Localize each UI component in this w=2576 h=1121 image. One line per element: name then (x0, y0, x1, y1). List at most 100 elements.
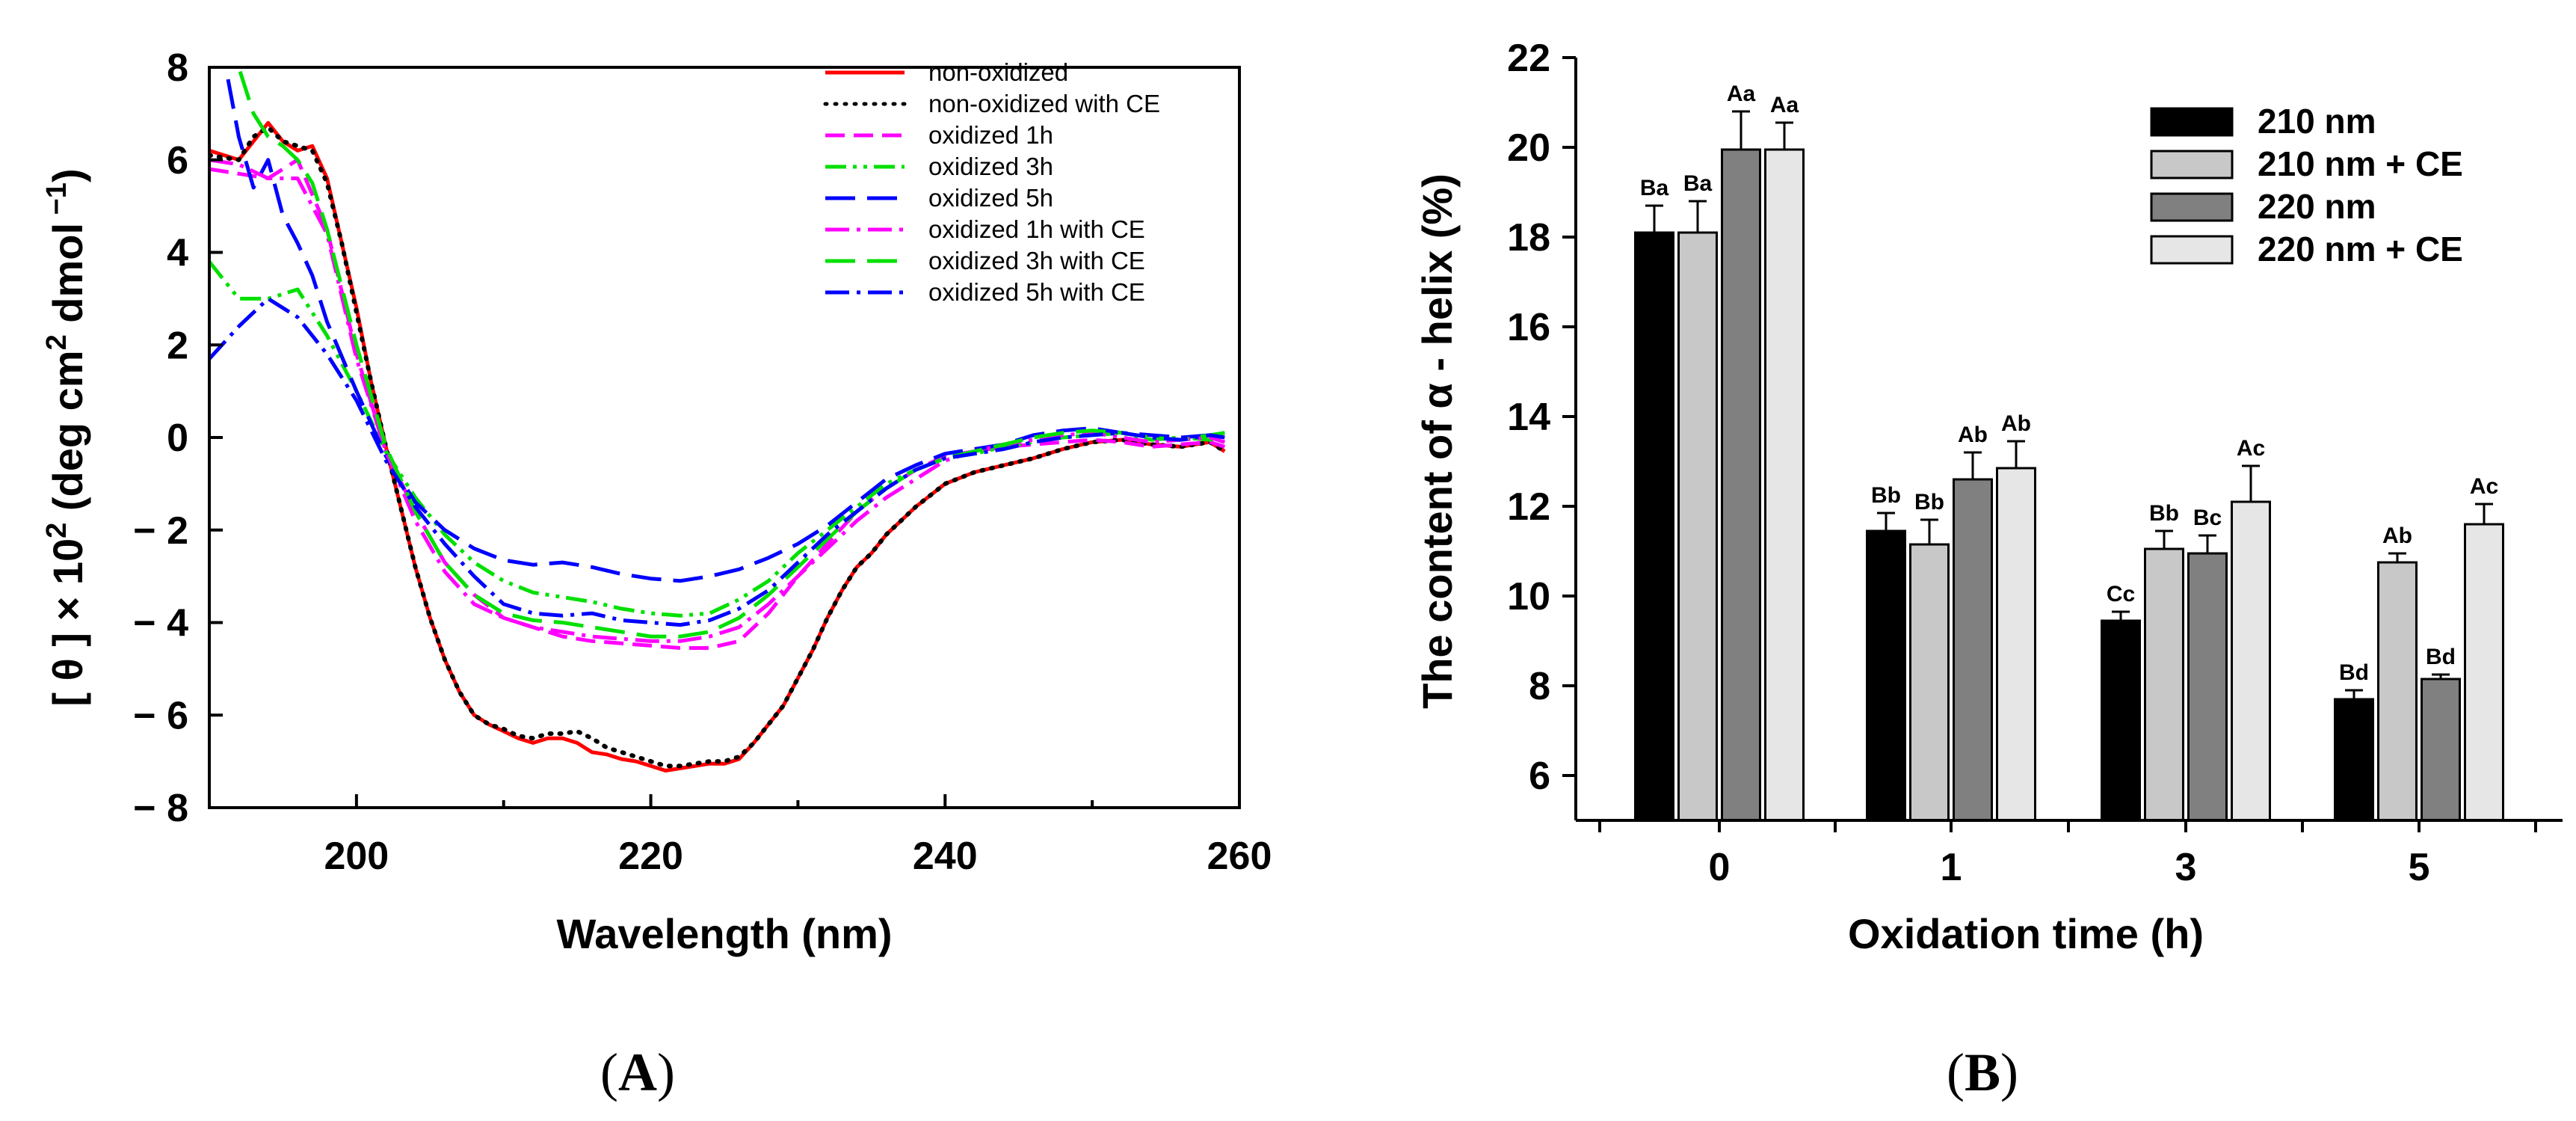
panel-a-series-line-2 (209, 125, 1227, 769)
panel-a-x-ticks: 200 220 240 260 (324, 794, 1272, 878)
panel-a-legend-label-4: oxidized 3h (928, 153, 1053, 180)
panel-a-cd-spectra: 200 220 240 260 8 6 4 2 0 − 2 − 4 − 6 − 8 Wavelengt… (41, 46, 1272, 957)
y-title-part-3: dmol (44, 223, 91, 334)
panel-b-x-tick-label-1: 1 (1941, 846, 1962, 889)
panel-b-bar-letter-label: Ab (1958, 423, 1988, 447)
panel-b-y-tick-label: 8 (1529, 665, 1550, 708)
panel-b-bar-0h-3 (1721, 148, 1761, 822)
panel-a-legend-label-5: oxidized 5h (928, 184, 1053, 212)
panel-b-bar-0h-2 (1677, 231, 1718, 822)
panel-b-bar-letter-label: Bb (2149, 501, 2179, 526)
panel-a-x-tick-label-240: 240 (913, 835, 978, 878)
panel-b-bar-1h-1 (1866, 529, 1906, 822)
panel-b-bar-letter-label: Bb (1871, 483, 1901, 508)
panel-a-legend-label-3: oxidized 1h (928, 121, 1053, 149)
panel-a-series-group (209, 67, 1227, 773)
panel-a-y-tick-label: − 6 (133, 694, 188, 737)
panel-b-bar-3h-1 (2101, 619, 2141, 822)
panel-b-x-tick-label-3: 3 (2175, 846, 2197, 889)
panel-b-legend-label-4: 220 nm + CE (2258, 230, 2463, 268)
panel-b-bar-3h-3 (2187, 552, 2228, 822)
panel-a-y-tick-label: 6 (167, 139, 188, 182)
panel-a-series-line-8 (209, 296, 1225, 627)
panel-b-bar-5h-4 (2464, 523, 2504, 822)
panel-b-x-ticks: 0 1 3 5 (1598, 820, 2537, 889)
panel-b-x-axis-title: Oxidation time (h) (1848, 910, 2204, 957)
panel-a-y-tick-label: 8 (167, 46, 188, 90)
panel-a-legend-label-6: oxidized 1h with CE (928, 215, 1145, 243)
panel-b-legend-swatch-1 (2150, 107, 2234, 137)
panel-a-y-tick-label: 4 (167, 232, 188, 275)
panel-b-bar-0h-4 (1764, 148, 1805, 822)
panel-b-legend-label-3: 220 nm (2258, 187, 2376, 226)
panel-b-bar-letter-label: Bb (1914, 490, 1944, 515)
y-title-part-1: [ θ ] × 10 (44, 538, 91, 707)
panel-a-y-tick-label: − 4 (133, 602, 188, 645)
panel-b-y-tick-label: 10 (1507, 575, 1550, 618)
panel-b-bar-3h-2 (2144, 547, 2184, 822)
panel-label-b-letter: B (1965, 1042, 2000, 1102)
panel-b-y-axis-title: The content of α - helix (%) (1414, 173, 1461, 709)
panel-a-y-tick-label: − 8 (133, 787, 188, 830)
panel-a-y-tick-label: 2 (167, 324, 188, 367)
panel-a-y-tick-label: 0 (167, 417, 188, 460)
panel-b-bar-letter-label: Aa (1770, 93, 1799, 117)
panel-b-y-tick-label: 14 (1507, 396, 1550, 439)
panel-b-bar-5h-1 (2334, 698, 2374, 822)
panel-b-legend-label-2: 210 nm + CE (2258, 144, 2463, 183)
panel-a-legend-label-2: non-oxidized with CE (928, 90, 1160, 117)
panel-b-y-tick-label: 22 (1507, 37, 1550, 80)
panel-a-x-tick-label-260: 260 (1207, 835, 1272, 878)
panel-b-bar-0h-1 (1634, 231, 1674, 822)
panel-a-x-tick-label-200: 200 (324, 835, 389, 878)
panel-b-bar-letter-label: Ba (1683, 171, 1713, 196)
panel-b-y-tick-label: 20 (1507, 126, 1550, 170)
panel-a-legend-label-1: non-oxidized (928, 58, 1068, 86)
y-title-sup-1: 2 (41, 523, 73, 538)
panel-b-bars-group: Ba Ba Aa Aa Bb Bb Ab Ab Cc Bb Bc Ac Bd Ab Bd Ac (1634, 82, 2504, 822)
y-title-sup-3: −1 (41, 182, 73, 223)
panel-b-bar-5h-2 (2377, 561, 2418, 822)
panel-b-bar-5h-3 (2421, 678, 2461, 822)
panel-b-y-tick-label: 16 (1507, 306, 1550, 349)
panel-a-x-tick-label-220: 220 (618, 835, 683, 878)
y-title-part-2: (deg cm (44, 350, 91, 522)
panel-b-y-tick-label: 12 (1507, 485, 1550, 529)
panel-b-bar-3h-4 (2231, 500, 2271, 822)
panel-label-a: (A) (600, 1042, 675, 1102)
panel-b-bar-letter-label: Ab (2001, 411, 2031, 436)
panel-b-bar-letter-label: Cc (2107, 582, 2135, 606)
y-title-part-4: ) (44, 168, 91, 182)
panel-b-x-tick-label-5: 5 (2409, 846, 2430, 889)
panel-a-x-axis-title: Wavelength (nm) (556, 910, 892, 957)
panel-b-y-ticks: 6 8 10 12 14 16 18 20 22 (1507, 37, 1576, 798)
panel-b-legend-swatch-2 (2150, 150, 2234, 179)
panel-b-bar-1h-2 (1909, 543, 1950, 822)
panel-b-legend-swatch-4 (2150, 235, 2234, 265)
panel-b-legend-swatch-3 (2150, 192, 2234, 222)
panel-a-series-line-7 (235, 67, 1225, 639)
panel-a-y-tick-label: − 2 (133, 509, 188, 553)
panel-b-bar-letter-label: Bc (2193, 506, 2222, 530)
panel-b-legend-label-1: 210 nm (2258, 102, 2376, 141)
panel-b-bar-1h-4 (1996, 467, 2036, 822)
panel-a-legend-label-8: oxidized 5h with CE (928, 278, 1145, 306)
panel-b-bar-letter-label: Bd (2426, 645, 2456, 669)
panel-b-x-tick-label-0: 0 (1709, 846, 1731, 889)
panel-b-bar-letter-label: Aa (1727, 82, 1756, 106)
panel-b-bar-letter-label: Ac (2470, 474, 2498, 499)
y-title-sup-2: 2 (41, 334, 73, 350)
panel-b-bar-letter-label: Ac (2237, 436, 2265, 461)
panel-a-y-ticks: 8 6 4 2 0 − 2 − 4 − 6 − 8 (133, 46, 223, 830)
panel-b-bar-letter-label: Ba (1640, 176, 1669, 200)
panel-b-y-tick-label: 18 (1507, 216, 1550, 259)
panel-a-y-axis-title: [ θ ] × 102 (deg cm2 dmol −1) (41, 168, 91, 706)
panel-b-y-tick-label: 6 (1529, 755, 1550, 798)
panel-label-a-letter: A (618, 1042, 657, 1102)
panel-b-bar-letter-label: Bd (2339, 660, 2369, 685)
panel-a-series-line-4 (209, 260, 1226, 618)
panel-a-legend: non-oxidized non-oxidized with CE oxidized… (823, 58, 1160, 306)
